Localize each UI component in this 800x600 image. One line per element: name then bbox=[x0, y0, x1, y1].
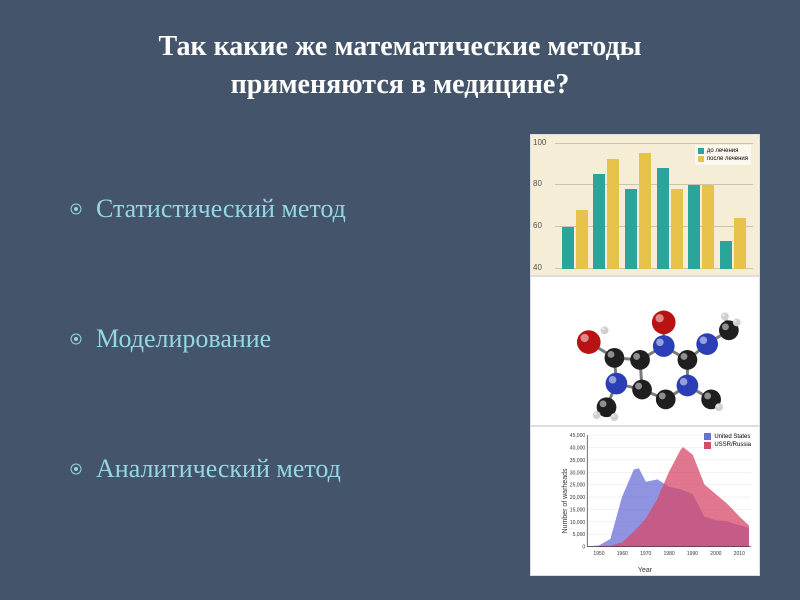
area-chart-svg: 0 5,000 10,000 15,000 20,000 25,000 30,000 35,0… bbox=[563, 431, 755, 561]
bullet-list: Статистический метод Моделирование Анали… bbox=[40, 134, 530, 574]
title-line-1: Так какие же математические методы bbox=[158, 31, 641, 62]
svg-text:35,000: 35,000 bbox=[570, 458, 586, 464]
slide-content: Статистический метод Моделирование Анали… bbox=[0, 134, 800, 576]
bullet-marker-icon bbox=[70, 333, 82, 345]
title-line-2: применяются в медицине? bbox=[231, 69, 570, 100]
svg-text:30,000: 30,000 bbox=[570, 470, 586, 476]
area-chart-xlabel: Year bbox=[638, 567, 652, 574]
bar-chart-legend: до леченияпосле лечения bbox=[695, 145, 751, 166]
bullet-label: Статистический метод bbox=[96, 194, 346, 224]
svg-text:25,000: 25,000 bbox=[570, 482, 586, 488]
bullet-item-statistical: Статистический метод bbox=[70, 194, 530, 224]
bullet-marker-icon bbox=[70, 203, 82, 215]
svg-text:2010: 2010 bbox=[734, 550, 745, 556]
svg-text:1950: 1950 bbox=[593, 550, 604, 556]
svg-text:5,000: 5,000 bbox=[573, 532, 586, 538]
svg-text:20,000: 20,000 bbox=[570, 495, 586, 501]
bullet-label: Аналитический метод bbox=[96, 454, 341, 484]
svg-text:10,000: 10,000 bbox=[570, 519, 586, 525]
svg-text:1960: 1960 bbox=[617, 550, 628, 556]
svg-text:2000: 2000 bbox=[710, 550, 721, 556]
figure-column: 100806040 до леченияпосле лечения Number… bbox=[530, 134, 760, 576]
bar-chart: 100806040 до леченияпосле лечения bbox=[530, 134, 760, 276]
bullet-item-modeling: Моделирование bbox=[70, 324, 530, 354]
svg-text:45,000: 45,000 bbox=[570, 433, 586, 439]
area-chart: Number of warheads Year 0 5,000 10,000 15,0… bbox=[530, 426, 760, 576]
molecule-svg bbox=[531, 277, 759, 425]
bullet-marker-icon bbox=[70, 463, 82, 475]
area-chart-legend: United StatesUSSR/Russia bbox=[704, 433, 751, 450]
svg-text:1970: 1970 bbox=[640, 550, 651, 556]
svg-text:40,000: 40,000 bbox=[570, 445, 586, 451]
area-chart-ylabel: Number of warheads bbox=[562, 468, 569, 533]
svg-text:1990: 1990 bbox=[687, 550, 698, 556]
svg-text:1980: 1980 bbox=[663, 550, 674, 556]
bullet-label: Моделирование bbox=[96, 324, 271, 354]
svg-text:0: 0 bbox=[582, 544, 585, 550]
bullet-item-analytical: Аналитический метод bbox=[70, 454, 530, 484]
slide-title: Так какие же математические методы приме… bbox=[0, 0, 800, 114]
svg-text:15,000: 15,000 bbox=[570, 507, 586, 513]
molecule-diagram bbox=[530, 276, 760, 426]
bar-chart-plot: 100806040 до леченияпосле лечения bbox=[555, 143, 753, 269]
